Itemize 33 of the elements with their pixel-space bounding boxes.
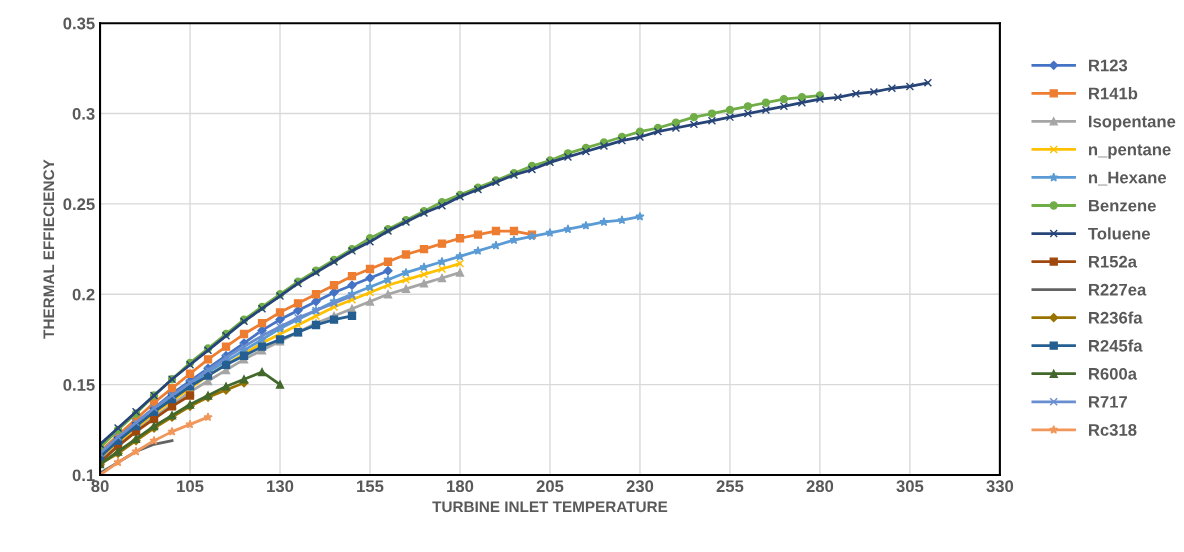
y-tick-label: 0.3	[72, 107, 95, 120]
y-tick-label: 0.2	[72, 288, 95, 301]
legend-label: R717	[1089, 396, 1127, 408]
legend-label: n_Hexane	[1088, 171, 1167, 186]
x-tick-label: 330	[986, 480, 1014, 493]
x-tick-label: 280	[806, 480, 834, 493]
x-tick-label: 180	[447, 480, 474, 493]
x-tick-label: 155	[357, 480, 384, 493]
legend-label: R152a	[1089, 255, 1138, 268]
legend-label: R227ea	[1089, 283, 1147, 296]
legend-label: R141b	[1089, 87, 1138, 100]
x-tick-label: 205	[536, 480, 564, 493]
x-tick-label: 80	[91, 480, 109, 493]
legend-label: R600a	[1089, 367, 1138, 380]
x-tick-label: 130	[267, 480, 294, 493]
legend-label: R236fa	[1089, 311, 1143, 324]
y-tick-label: 0.35	[63, 17, 95, 30]
legend-label: Toluene	[1088, 227, 1150, 240]
y-tick-label: 0.15	[63, 379, 95, 391]
x-axis-title: TURBINE INLET TEMPERATURE	[432, 501, 668, 513]
x-tick-label: 105	[177, 480, 204, 493]
x-tick-label: 305	[896, 480, 924, 493]
y-axis-title: THERMAL EFFIECIENCY	[43, 159, 55, 339]
x-tick-label: 230	[626, 480, 654, 493]
legend-label: n_pentane	[1088, 144, 1171, 159]
y-tick-label: 0.1	[72, 469, 95, 482]
legend-label: R245fa	[1089, 339, 1143, 352]
x-tick-label: 255	[716, 480, 744, 493]
legend-label: R123	[1089, 59, 1128, 72]
legend-label: Benzene	[1089, 199, 1156, 212]
legend-label: Rc318	[1089, 424, 1137, 436]
legend-label: Isopentane	[1089, 115, 1176, 131]
y-tick-label: 0.25	[63, 198, 95, 211]
